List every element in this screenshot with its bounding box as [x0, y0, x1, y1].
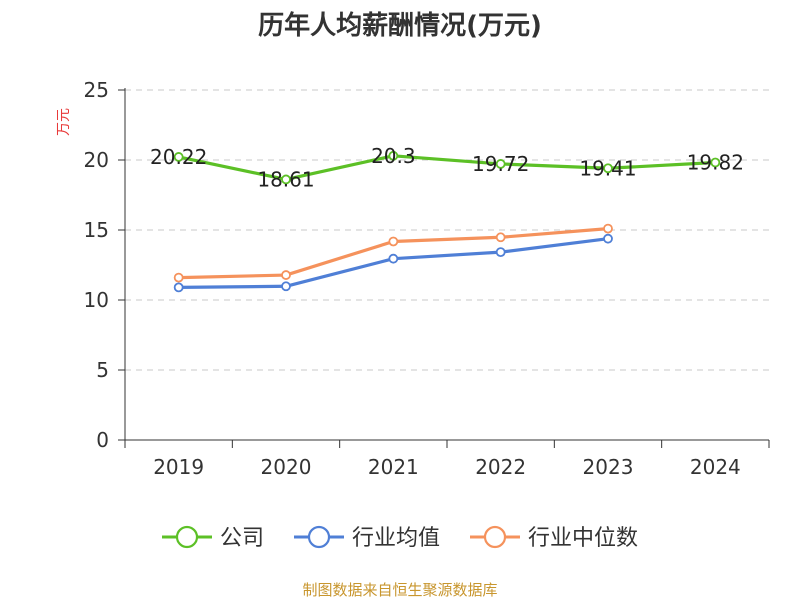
x-tick-label: 2023 [583, 455, 634, 479]
data-point[interactable] [173, 152, 184, 162]
source-note: 制图数据来自恒生聚源数据库 [302, 581, 497, 599]
data-point[interactable] [173, 282, 184, 293]
x-tick-label: 2019 [153, 455, 204, 479]
series-line-0 [177, 154, 717, 182]
data-point[interactable] [388, 150, 399, 161]
x-tick-label: 2022 [475, 455, 526, 479]
data-point[interactable] [495, 247, 506, 258]
data-point[interactable] [281, 281, 291, 292]
legend-item-0[interactable]: 公司 [162, 525, 264, 551]
data-label: 20.22 [150, 145, 207, 169]
legend-marker-icon [307, 525, 331, 549]
data-label: 19.72 [472, 152, 529, 176]
series-lines [173, 150, 721, 293]
data-point[interactable] [710, 157, 721, 168]
legend-label: 公司 [220, 526, 264, 551]
data-label: 18.61 [257, 167, 314, 191]
data-point[interactable] [281, 270, 291, 280]
data-point[interactable] [495, 159, 506, 169]
data-point[interactable] [388, 236, 399, 247]
data-point[interactable] [388, 253, 399, 264]
legend-item-1[interactable]: 行业均值 [294, 525, 440, 551]
axes [118, 88, 770, 448]
data-point[interactable] [495, 232, 506, 243]
data-point[interactable] [281, 174, 291, 185]
y-axis-label: 万元 [56, 108, 72, 136]
data-label: 19.41 [579, 156, 636, 180]
x-tick-label: 2020 [261, 455, 312, 479]
y-tick-label: 5 [96, 358, 109, 382]
legend-marker-icon [483, 525, 507, 549]
y-tick-label: 25 [84, 78, 109, 102]
data-label: 20.3 [371, 144, 416, 168]
y-tick-label: 15 [84, 218, 109, 242]
legend[interactable]: 公司 行业均值 行业中位数 [162, 525, 638, 551]
y-tick-label: 0 [96, 428, 109, 452]
data-point[interactable] [603, 223, 613, 234]
legend-label: 行业中位数 [528, 526, 638, 551]
data-labels: 20.22 18.61 20.3 19.72 19.41 19.82 [150, 144, 744, 192]
x-tick-labels: 2019 2020 2021 2022 2023 2024 [153, 455, 741, 479]
data-point[interactable] [173, 272, 184, 283]
data-point[interactable] [603, 233, 613, 244]
grid-lines [125, 89, 769, 371]
legend-label: 行业均值 [352, 526, 440, 551]
y-tick-labels: 0 5 10 15 20 25 [84, 78, 109, 452]
data-label: 19.82 [687, 151, 744, 175]
y-tick-label: 10 [84, 288, 109, 312]
legend-marker-icon [175, 525, 199, 549]
x-tick-label: 2024 [690, 455, 741, 479]
series-line-2 [177, 227, 610, 280]
legend-item-2[interactable]: 行业中位数 [470, 525, 638, 551]
y-tick-label: 20 [84, 148, 109, 172]
x-tick-label: 2021 [368, 455, 419, 479]
data-point[interactable] [603, 163, 613, 174]
chart-title: 历年人均薪酬情况(万元) [258, 10, 542, 41]
